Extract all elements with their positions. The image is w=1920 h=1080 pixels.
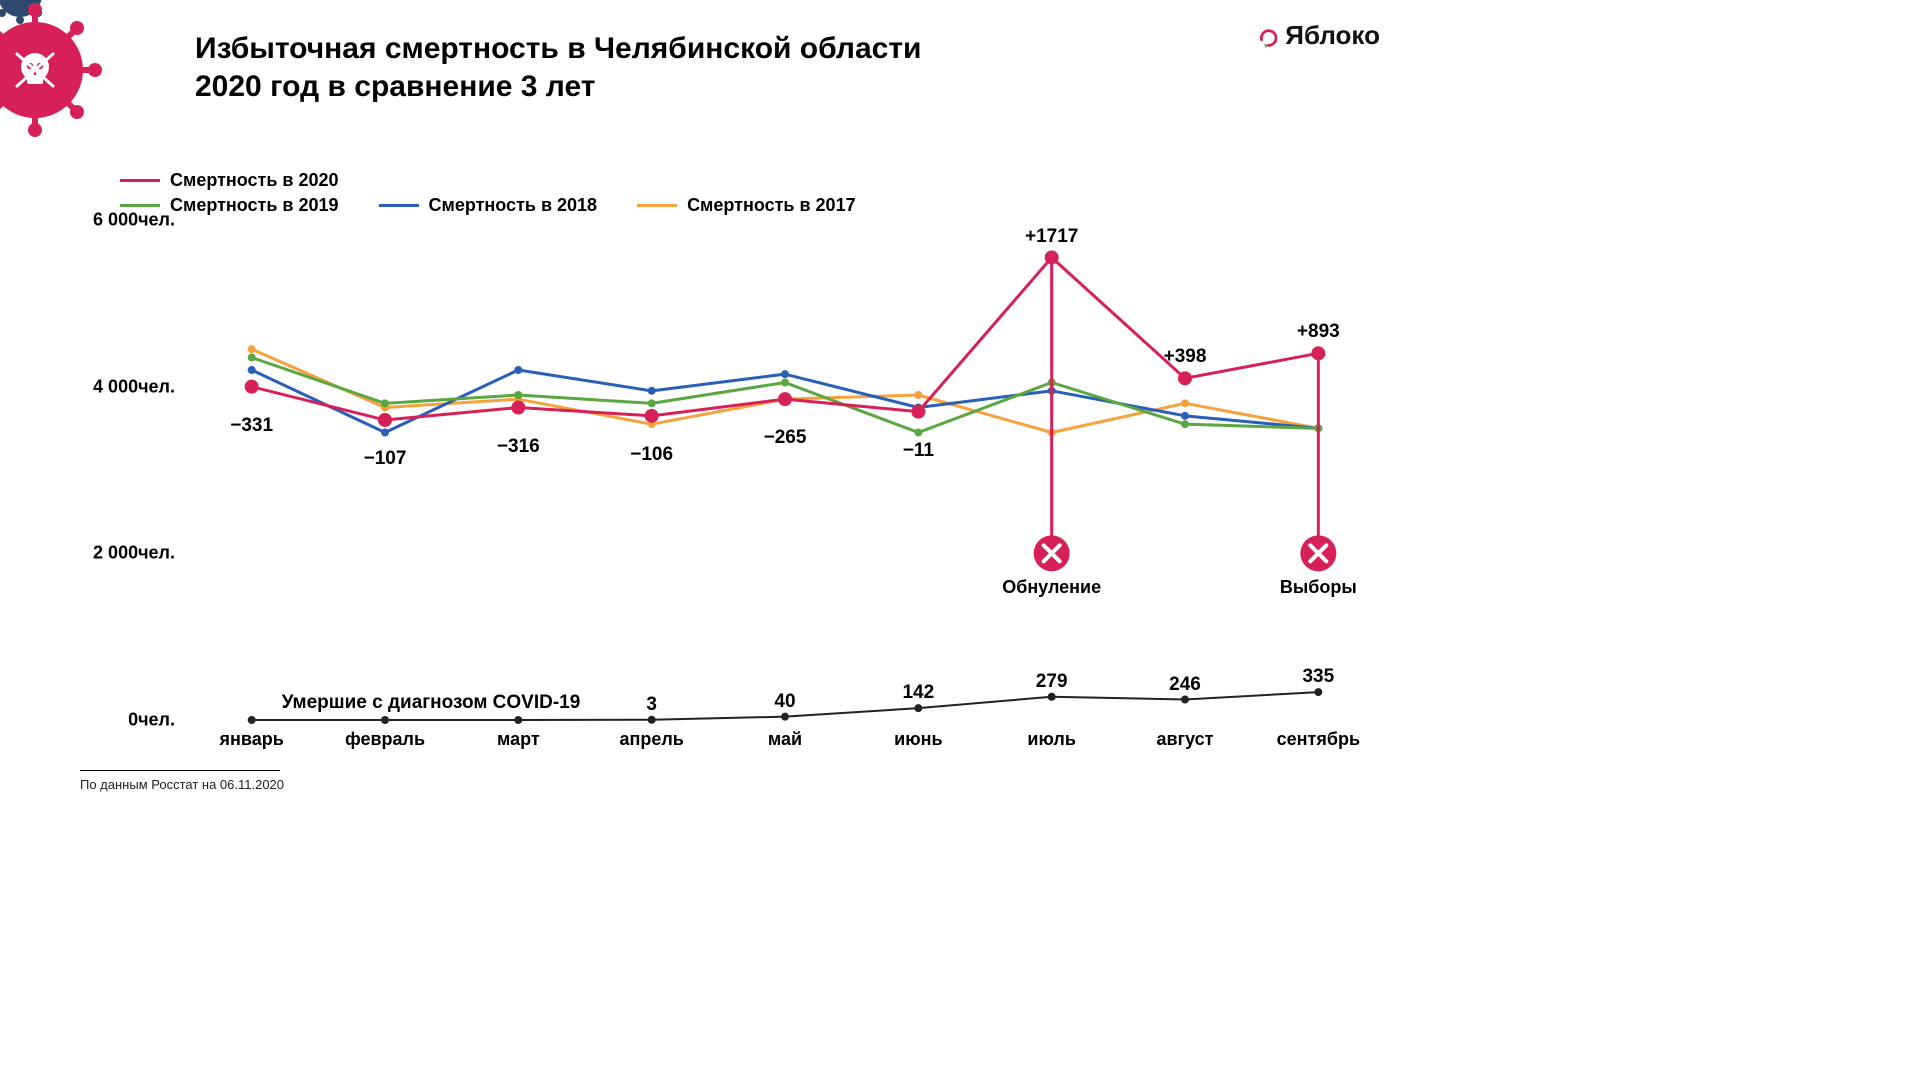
chart-title-line1: Избыточная смертность в Челябинской обла… (195, 30, 1380, 68)
delta-label: −265 (764, 427, 807, 449)
y-axis-label: 0чел. (80, 710, 175, 731)
x-axis-label: август (1157, 729, 1214, 750)
chart-container: январьфевральмартапрельмайиюньиюльавгуст… (80, 220, 1390, 720)
legend-item-2017: Смертность в 2017 (637, 195, 856, 216)
covid-value-label: 3 (646, 694, 657, 716)
delta-label: −11 (903, 440, 934, 462)
x-axis-label: июль (1027, 729, 1076, 750)
footer-divider (80, 770, 280, 771)
delta-label: −107 (364, 448, 407, 470)
delta-label: +1717 (1025, 226, 1078, 248)
covid-value-label: 40 (774, 691, 795, 713)
covid-value-label: 335 (1302, 666, 1334, 688)
x-axis-label: январь (220, 729, 284, 750)
virus-decor (0, 0, 160, 160)
footer-text: По данным Росстат на 06.11.2020 (80, 777, 284, 792)
event-label: Выборы (1280, 577, 1357, 598)
x-axis-label: март (497, 729, 540, 750)
chart-legend: Смертность в 2020 Смертность в 2019 Смер… (120, 170, 856, 220)
covid-value-label: 246 (1169, 674, 1201, 696)
legend-swatch-2018 (379, 204, 419, 207)
chart-svg (185, 220, 1385, 720)
covid-value-label: 142 (902, 682, 934, 704)
virus-main-icon (0, 3, 102, 137)
covid-value-label: 279 (1036, 671, 1068, 693)
x-axis-label: апрель (619, 729, 683, 750)
y-axis-label: 2 000чел. (80, 543, 175, 564)
delta-label: −331 (230, 415, 273, 437)
legend-item-2018: Смертность в 2018 (379, 195, 598, 216)
legend-label-2019: Смертность в 2019 (170, 195, 339, 216)
delta-label: +893 (1297, 321, 1340, 343)
delta-label: +398 (1164, 346, 1207, 368)
y-axis-label: 6 000чел. (80, 210, 175, 231)
chart-header: Избыточная смертность в Челябинской обла… (195, 30, 1380, 105)
legend-swatch-2019 (120, 204, 160, 207)
legend-label-2017: Смертность в 2017 (687, 195, 856, 216)
chart-plot: январьфевральмартапрельмайиюньиюльавгуст… (185, 220, 1385, 720)
legend-swatch-2017 (637, 204, 677, 207)
x-axis-label: сентябрь (1277, 729, 1360, 750)
x-axis-label: июнь (894, 729, 942, 750)
delta-label: −316 (497, 436, 540, 458)
delta-label: −106 (630, 444, 673, 466)
brand-arrow-icon (1257, 25, 1279, 47)
x-axis-label: май (768, 729, 802, 750)
chart-title-line2: 2020 год в сравнение 3 лет (195, 68, 1380, 106)
y-axis-label: 4 000чел. (80, 376, 175, 397)
x-axis-label: февраль (345, 729, 425, 750)
legend-label-2018: Смертность в 2018 (429, 195, 598, 216)
event-label: Обнуление (1002, 577, 1101, 598)
legend-swatch-2020 (120, 179, 160, 182)
legend-label-2020: Смертность в 2020 (170, 170, 339, 191)
legend-item-2020: Смертность в 2020 (120, 170, 339, 191)
skull-icon (17, 53, 53, 86)
brand-logo: Яблоко (1257, 20, 1380, 51)
chart-source: По данным Росстат на 06.11.2020 (80, 770, 284, 792)
brand-name: Яблоко (1285, 20, 1380, 51)
covid-series-title: Умершие с диагнозом COVID-19 (282, 692, 581, 714)
